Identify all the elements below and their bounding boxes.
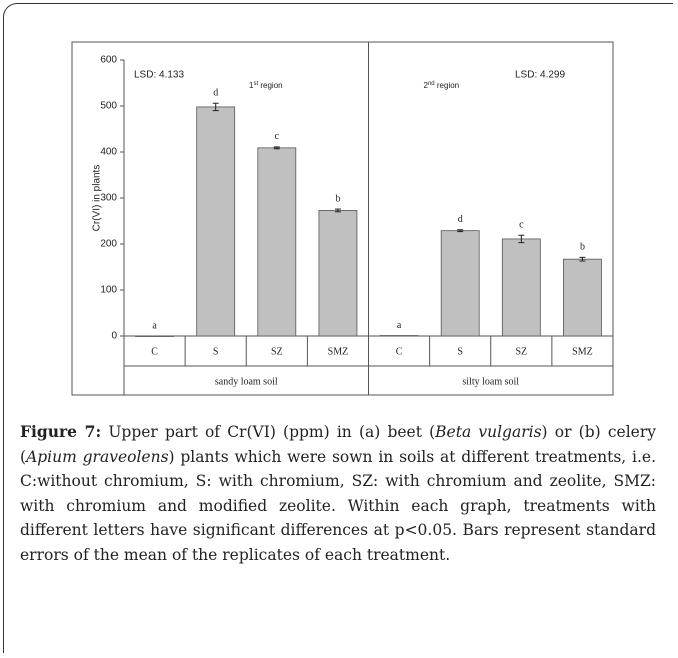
significance-letter: d: [458, 214, 463, 225]
significance-letter: a: [397, 320, 402, 331]
chart-border: [71, 41, 614, 396]
x-tick-label: S: [457, 346, 463, 357]
x-tick-label: SMZ: [328, 346, 349, 357]
region-word: region: [260, 81, 282, 90]
region-word: region: [437, 81, 459, 90]
figure-frame: [3, 3, 673, 653]
y-axis-label: Cr(VI) in plants: [92, 165, 103, 232]
caption-text: ) or (b) celery (: [20, 423, 656, 466]
caption-text: Apium graveolens: [26, 447, 169, 466]
region-label: 2nd region: [424, 81, 460, 91]
region-label: 1st region: [249, 81, 283, 91]
significance-letter: d: [213, 88, 218, 99]
lsd-label: LSD: 4.299: [515, 70, 565, 81]
bar: [135, 335, 174, 337]
caption-label: Figure 7:: [20, 422, 102, 441]
y-tick-label: 300: [100, 193, 117, 204]
significance-letter: b: [335, 193, 340, 204]
chart: Cr(VI) in plants 0 100 200 300 400 500 600 LSD:…: [71, 41, 614, 396]
bar: [440, 230, 480, 337]
significance-letter: a: [152, 320, 157, 331]
x-tick-label: S: [213, 346, 219, 357]
region-suffix: nd: [428, 81, 435, 87]
significance-letter: b: [580, 242, 585, 253]
x-tick-label: SZ: [515, 346, 527, 357]
bar: [196, 106, 236, 337]
caption-text: Beta vulgaris: [435, 423, 542, 441]
x-tick-label: C: [151, 346, 158, 357]
lsd-label: LSD: 4.133: [134, 70, 184, 81]
bar: [257, 147, 297, 337]
caption-text: Upper part of Cr(VI) (ppm) in (a) beet (: [108, 423, 436, 441]
significance-letter: c: [275, 131, 280, 142]
region-number: 2: [424, 81, 429, 90]
y-tick-label: 400: [100, 147, 117, 158]
region-suffix: st: [253, 81, 258, 87]
x-tick-label: SMZ: [572, 346, 593, 357]
group-label: sandy loam soil: [215, 376, 278, 387]
caption-text: ) plants which were sown in soils at dif…: [20, 447, 656, 564]
significance-letter: c: [519, 220, 524, 231]
y-tick-label: 100: [100, 285, 117, 296]
y-tick-label: 500: [100, 101, 117, 112]
bar: [501, 238, 541, 337]
bar: [318, 210, 358, 337]
y-tick-label: 200: [100, 239, 117, 250]
bar: [379, 335, 419, 337]
caption: Figure 7: Upper part of Cr(VI) (ppm) in …: [20, 420, 656, 567]
bar: [563, 258, 602, 337]
x-tick-label: C: [396, 346, 403, 357]
region-number: 1: [249, 81, 254, 90]
y-tick-label: 600: [100, 55, 117, 66]
y-tick-label: 0: [111, 331, 117, 342]
x-tick-label: SZ: [271, 346, 283, 357]
group-label: silty loam soil: [462, 376, 519, 387]
